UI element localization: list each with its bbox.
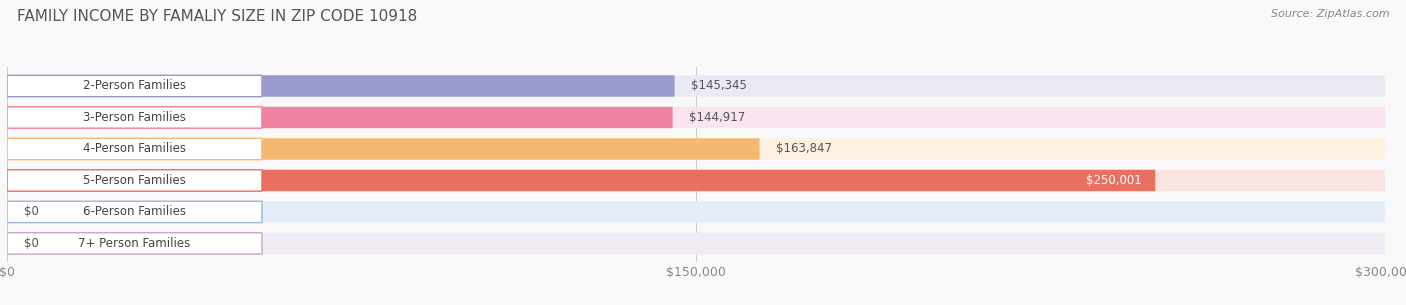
Text: 7+ Person Families: 7+ Person Families	[79, 237, 191, 250]
FancyBboxPatch shape	[7, 138, 759, 160]
Text: 4-Person Families: 4-Person Families	[83, 142, 186, 156]
FancyBboxPatch shape	[7, 75, 675, 97]
FancyBboxPatch shape	[7, 138, 1385, 160]
FancyBboxPatch shape	[7, 75, 1385, 97]
FancyBboxPatch shape	[7, 170, 1385, 191]
FancyBboxPatch shape	[7, 201, 262, 223]
FancyBboxPatch shape	[7, 107, 262, 128]
Text: 2-Person Families: 2-Person Families	[83, 80, 186, 92]
FancyBboxPatch shape	[7, 107, 672, 128]
Text: 5-Person Families: 5-Person Families	[83, 174, 186, 187]
Text: $163,847: $163,847	[776, 142, 832, 156]
Text: $144,917: $144,917	[689, 111, 745, 124]
Text: $0: $0	[24, 237, 38, 250]
Text: 3-Person Families: 3-Person Families	[83, 111, 186, 124]
FancyBboxPatch shape	[7, 233, 1385, 254]
FancyBboxPatch shape	[7, 138, 262, 160]
Text: $250,001: $250,001	[1085, 174, 1142, 187]
FancyBboxPatch shape	[7, 233, 262, 254]
FancyBboxPatch shape	[7, 170, 262, 191]
Text: 6-Person Families: 6-Person Families	[83, 206, 186, 218]
FancyBboxPatch shape	[7, 170, 1156, 191]
FancyBboxPatch shape	[7, 75, 262, 97]
Text: FAMILY INCOME BY FAMALIY SIZE IN ZIP CODE 10918: FAMILY INCOME BY FAMALIY SIZE IN ZIP COD…	[17, 9, 418, 24]
FancyBboxPatch shape	[7, 107, 1385, 128]
Text: $145,345: $145,345	[692, 80, 747, 92]
Text: Source: ZipAtlas.com: Source: ZipAtlas.com	[1271, 9, 1389, 19]
FancyBboxPatch shape	[7, 201, 1385, 223]
Text: $0: $0	[24, 206, 38, 218]
